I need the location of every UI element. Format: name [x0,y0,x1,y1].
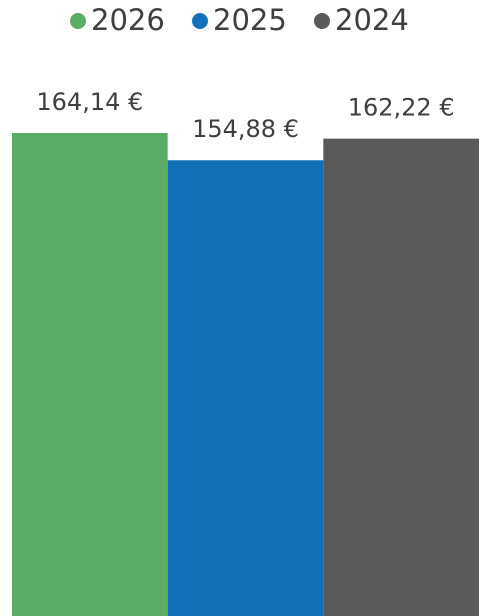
value-label: 162,22 € [348,94,455,122]
bar [167,160,324,616]
legend-marker [314,13,330,29]
value-label: 154,88 € [192,115,299,143]
bar [323,138,479,616]
bar [12,133,168,616]
value-label: 164,14 € [36,88,143,116]
legend-marker [70,13,86,29]
legend-label: 2025 [213,3,287,37]
legend-label: 2024 [335,3,409,37]
legend-label: 2026 [91,3,165,37]
legend-marker [192,13,208,29]
